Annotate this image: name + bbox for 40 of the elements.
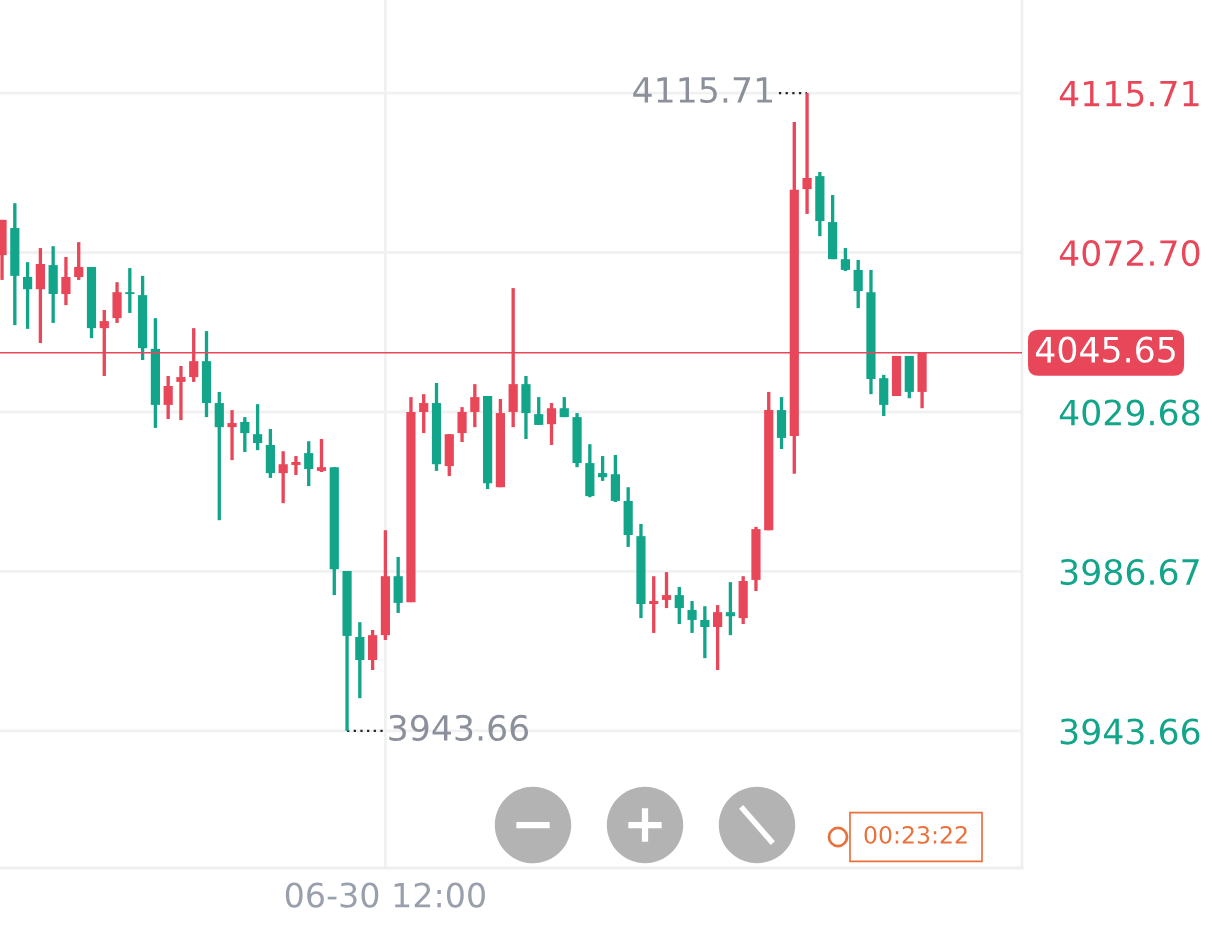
ref-line-label: 4045.65 xyxy=(1035,336,1175,363)
y-tick-label: 3943.66 xyxy=(1060,718,1200,745)
candlestick xyxy=(291,456,301,475)
candlestick xyxy=(687,601,697,633)
candlestick xyxy=(470,384,480,429)
candlestick xyxy=(802,93,812,214)
candlestick xyxy=(253,404,263,452)
candlestick xyxy=(355,622,365,699)
candlestick xyxy=(598,456,608,481)
candlestick xyxy=(661,572,672,610)
candlestick xyxy=(853,258,863,310)
candlestick xyxy=(546,403,557,445)
annotation: 00:23:22 xyxy=(864,825,967,844)
candlestick xyxy=(304,441,314,488)
candlestick xyxy=(227,410,237,462)
y-tick-label: 4115.71 xyxy=(1059,80,1199,107)
candlestick xyxy=(674,585,684,625)
candlestick xyxy=(176,364,186,422)
candlestick xyxy=(700,606,710,660)
x-tick-label: 06-30 12:00 xyxy=(285,882,485,908)
candlestick xyxy=(316,439,327,473)
candlestick xyxy=(125,268,135,313)
candlestick xyxy=(457,407,467,442)
candlestick xyxy=(278,451,288,505)
y-tick-label: 3986.67 xyxy=(1060,558,1199,586)
y-tick-label: 4029.68 xyxy=(1059,399,1200,426)
candlestick xyxy=(534,397,544,425)
candlestick xyxy=(74,242,84,280)
annotation: 3943.66 xyxy=(389,714,529,742)
candlestick xyxy=(240,417,250,452)
y-tick-label: 4072.70 xyxy=(1059,239,1200,267)
annotation: 4115.71 xyxy=(633,77,772,104)
candlestick xyxy=(725,582,735,637)
candlestick xyxy=(61,255,71,307)
candlestick xyxy=(840,248,851,273)
candlestick xyxy=(23,262,33,329)
candlestick xyxy=(713,605,723,670)
candlestick xyxy=(163,375,173,419)
candlestick xyxy=(419,394,429,435)
candlestick xyxy=(649,576,659,633)
